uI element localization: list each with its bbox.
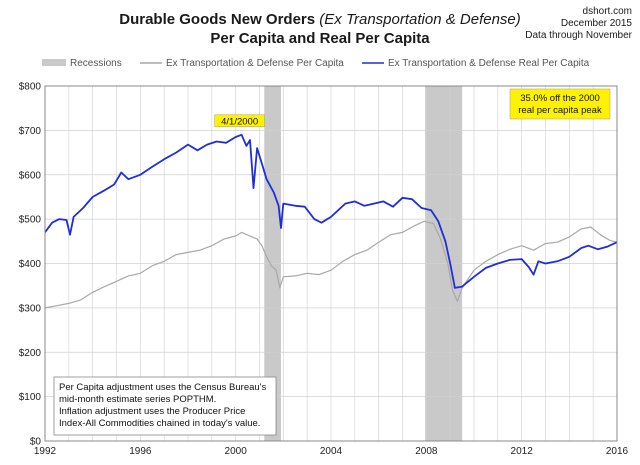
y-tick-label: $500	[19, 215, 42, 226]
data-through-label: Data through November	[525, 30, 632, 41]
x-tick-label: 2000	[225, 446, 248, 457]
source-label: dshort.com	[583, 6, 632, 17]
off-peak-box	[509, 88, 611, 120]
legend-series-gray: Ex Transportation & Defense Per Capita	[166, 58, 344, 69]
x-tick-label: 1992	[34, 446, 57, 457]
note-line-3: Inflation adjustment uses the Producer P…	[59, 406, 245, 417]
axes: $0 $100 $200 $300 $400 $500 $600 $700 $800 1992 19…	[19, 82, 629, 458]
legend: Recessions Ex Transportation & Defense P…	[42, 58, 590, 69]
x-tick-label: 2016	[606, 446, 629, 457]
off-peak-line1: 35.0% off the 2000	[520, 93, 600, 104]
series-lines	[44, 133, 618, 309]
y-tick-label: $800	[19, 82, 42, 93]
y-tick-label: $300	[19, 303, 42, 314]
y-tick-label: $200	[19, 348, 42, 359]
peak-annotation: 4/1/2000	[214, 114, 265, 128]
legend-series-blue: Ex Transportation & Defense Real Per Cap…	[388, 58, 590, 69]
x-tick-label: 1996	[129, 446, 152, 457]
methodology-note: Per Capita adjustment uses the Census Bu…	[53, 376, 277, 436]
y-tick-label: $700	[19, 126, 42, 137]
chart-subtitle: Per Capita and Real Per Capita	[210, 30, 430, 47]
title-main: Durable Goods New Orders	[119, 11, 319, 28]
series-real-per-capita-line	[44, 133, 618, 289]
date-label: December 2015	[561, 18, 633, 29]
chart-title: Durable Goods New Orders (Ex Transportat…	[119, 11, 521, 28]
series-per-capita-line	[44, 220, 618, 309]
x-tick-label: 2012	[511, 446, 534, 457]
off-peak-annotation: 35.0% off the 2000 real per capita peak	[509, 88, 611, 120]
y-tick-label: $600	[19, 170, 42, 181]
note-line-2: mid-month estimate series POPTHM.	[59, 394, 216, 405]
note-box	[53, 376, 277, 436]
y-tick-label: $100	[19, 392, 42, 403]
note-line-1: Per Capita adjustment uses the Census Bu…	[59, 382, 266, 393]
y-tick-label: $0	[30, 437, 42, 448]
plot-frame	[44, 85, 618, 442]
peak-label-box	[214, 114, 265, 128]
note-line-4: Index-All Commodities chained in today's…	[59, 418, 260, 429]
title-italic: (Ex Transportation & Defense)	[319, 11, 520, 28]
off-peak-line2: real per capita peak	[518, 105, 602, 116]
legend-recession-swatch	[42, 59, 66, 66]
y-tick-label: $400	[19, 259, 42, 270]
peak-label: 4/1/2000	[221, 116, 258, 127]
x-tick-label: 2004	[320, 446, 343, 457]
x-tick-label: 2008	[415, 446, 438, 457]
legend-recessions: Recessions	[70, 58, 122, 69]
